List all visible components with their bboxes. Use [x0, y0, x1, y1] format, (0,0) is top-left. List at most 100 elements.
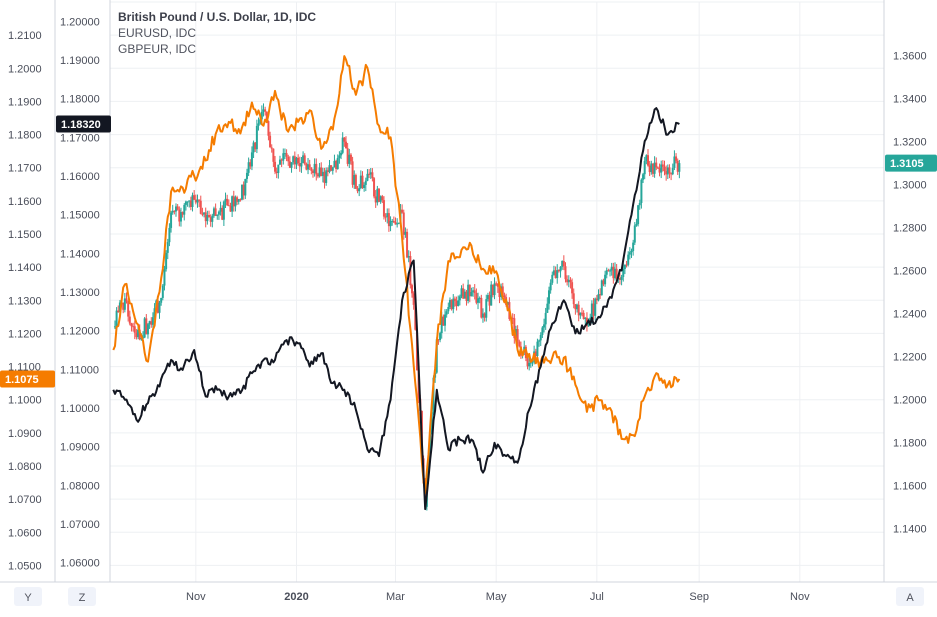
gbpusd-candle-body — [538, 340, 541, 342]
gbpusd-candle-body — [470, 292, 473, 297]
gbpusd-candle-body — [344, 141, 347, 149]
gbpusd-candle-body — [536, 341, 539, 357]
gbpusd-candle-body — [179, 212, 182, 222]
gbpusd-candle-body — [315, 163, 318, 175]
gbpeur-last-badge — [0, 370, 55, 388]
gbpusd-candle-body — [150, 321, 153, 325]
left-inner-tick: 1.10000 — [60, 403, 100, 415]
gbpusd-candle-body — [569, 279, 572, 283]
gbpusd-candle-body — [277, 164, 280, 173]
left-outer-tick: 1.1500 — [8, 229, 42, 241]
left-inner-tick: 1.11000 — [60, 364, 99, 376]
gbpusd-candle-body — [640, 179, 643, 203]
gbpusd-candle-body — [313, 163, 316, 174]
gbpusd-candle-body — [444, 314, 447, 326]
gbpusd-candle-body — [204, 212, 207, 222]
eurusd-line — [112, 107, 680, 511]
gbpusd-candle-body — [604, 274, 607, 285]
gbpusd-candle-body — [214, 208, 217, 216]
gbpusd-candle-body — [630, 250, 633, 253]
gbpusd-candle-body — [551, 274, 554, 283]
gbpusd-candle-body — [543, 324, 546, 328]
left-outer-tick: 1.1900 — [8, 96, 42, 108]
gbpusd-candle-body — [467, 284, 470, 301]
gbpusd-candle-body — [584, 317, 587, 319]
gbpusd-candle-body — [311, 170, 314, 174]
gbpusd-candle-body — [463, 291, 466, 299]
auto-scale-button[interactable] — [896, 587, 924, 606]
gbpusd-candle-body — [406, 231, 409, 258]
gbpusd-candle-body — [450, 299, 453, 310]
right-tick: 1.2400 — [893, 308, 927, 320]
gbpusd-candle-body — [559, 266, 562, 272]
y-axis-button[interactable] — [14, 587, 42, 606]
gbpusd-candle-body — [637, 205, 640, 225]
gbpusd-candle-body — [221, 207, 224, 220]
gbpusd-candle-body — [632, 242, 635, 251]
gbpusd-candle-body — [265, 111, 268, 122]
gbpusd-candle-body — [547, 290, 550, 304]
gbpusd-candle-body — [429, 434, 432, 455]
gbpusd-candle-body — [660, 164, 663, 173]
left-inner-tick: 1.12000 — [60, 326, 100, 338]
gbpusd-candle-body — [267, 121, 270, 136]
gbpusd-candle-body — [305, 163, 308, 170]
gbpusd-candle-body — [648, 165, 651, 173]
gbpusd-candle-body — [132, 326, 135, 328]
gbpusd-candle-body — [491, 284, 494, 296]
gbpusd-candle-body — [115, 310, 118, 327]
gbpusd-candle-body — [442, 316, 445, 326]
right-tick: 1.1800 — [893, 437, 927, 449]
z-axis-button-label: Z — [79, 592, 86, 604]
gbpusd-candle-body — [217, 211, 220, 215]
gbpusd-candle-body — [600, 280, 603, 296]
gbpusd-candle-body — [384, 216, 387, 218]
gbpusd-candle-body — [371, 172, 374, 179]
gbpusd-candle-body — [625, 264, 628, 266]
gbpusd-candle-body — [468, 284, 471, 297]
gbpusd-candle-body — [511, 317, 514, 319]
gbpusd-candle-body — [170, 212, 173, 228]
gbpusd-candle-body — [678, 163, 681, 172]
corner-buttons[interactable]: Y Z A — [14, 587, 924, 606]
legend-title: British Pound / U.S. Dollar, 1D, IDC — [118, 10, 316, 24]
gbpusd-candle-body — [453, 298, 456, 302]
gbpusd-candle-body — [378, 188, 381, 202]
gbpusd-candle-body — [481, 313, 484, 318]
gbpusd-candle-body — [495, 283, 498, 285]
gbpusd-candle-body — [231, 196, 234, 212]
gbpusd-candle-body — [599, 294, 602, 296]
gbpusd-candle-body — [222, 201, 225, 220]
gbpusd-candle-body — [206, 215, 209, 222]
x-tick: Nov — [186, 591, 206, 603]
gbpusd-candle-body — [397, 222, 400, 224]
gbpusd-candle-body — [264, 109, 267, 112]
left-inner-tick: 1.20000 — [60, 16, 100, 28]
gbpusd-candle-body — [128, 316, 131, 324]
gbpusd-candle-body — [181, 212, 184, 215]
left-outer-tick: 1.1000 — [8, 395, 42, 407]
gbpusd-candle-body — [113, 326, 116, 328]
gbpusd-candle-body — [255, 125, 258, 150]
x-tick: Mar — [386, 591, 405, 603]
right-tick: 1.2800 — [893, 223, 927, 235]
left-inner-tick: 1.19000 — [60, 55, 100, 67]
gbpusd-candle-body — [336, 157, 339, 169]
gbpusd-candle-body — [572, 293, 575, 305]
gbpusd-candle-body — [278, 159, 281, 165]
left-outer-tick: 1.1700 — [8, 163, 42, 175]
left-outer-tick: 1.0500 — [8, 560, 42, 572]
gbpusd-candle-body — [236, 197, 239, 202]
z-axis-button[interactable] — [68, 587, 96, 606]
gbpusd-candle-body — [389, 221, 392, 227]
gbpusd-candle-body — [343, 137, 346, 142]
left-inner-tick: 1.14000 — [60, 248, 100, 260]
gbpusd-candle-body — [137, 329, 140, 338]
eurusd-last-badge — [56, 115, 111, 133]
gbpusd-candle-body — [211, 215, 214, 222]
gbpusd-candle-body — [161, 285, 164, 298]
gbpusd-candle-body — [122, 302, 125, 310]
gbpusd-candle-body — [252, 142, 255, 153]
left-outer-tick: 1.1800 — [8, 130, 42, 142]
gbpusd-candle-body — [493, 283, 496, 296]
